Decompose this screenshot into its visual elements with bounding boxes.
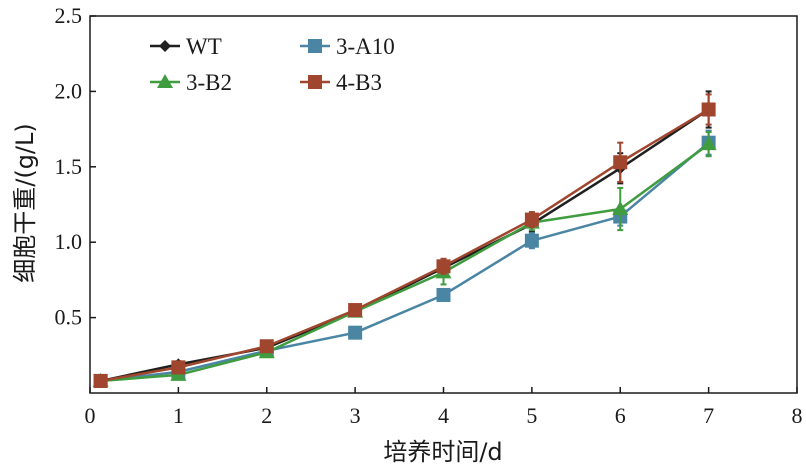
x-tick-label-5: 5 [526,403,537,428]
x-tick-label-6: 6 [615,403,626,428]
x-tick-label-0: 0 [85,403,96,428]
y-tick-label-2.0: 2.0 [55,78,83,103]
x-axis-title: 培养时间/d [383,438,502,466]
point-3-B2-6 [612,201,629,216]
y-tick-label-2.5: 2.5 [55,3,83,28]
point-3-B2-7 [700,136,717,151]
series-line-3-B2 [100,143,710,383]
point-3-A10-3 [348,325,363,340]
legend-label-WT: WT [186,34,222,59]
x-tick-label-8: 8 [792,403,803,428]
series-WT [94,90,715,387]
legend-item-4-B3: 4-B3 [300,70,382,95]
point-4-B3-7 [701,102,716,117]
series-line-WT [100,108,710,383]
axes: 0 1 2 3 4 5 6 7 8 0.5 1.0 1.5 2.0 2.5 [55,3,803,428]
y-tick-label-0.5: 0.5 [55,305,83,330]
point-4-B3-4 [436,259,451,274]
legend-label-3-A10: 3-A10 [336,34,395,59]
point-4-B3-6 [613,155,628,170]
point-4-B3-5 [524,212,539,227]
point-4-B3-3 [348,303,363,318]
x-tick-label-7: 7 [703,403,714,428]
point-4-B3-2 [259,339,274,354]
legend-label-4-B3: 4-B3 [336,70,382,95]
x-tick-label-3: 3 [350,403,361,428]
legend-item-3-B2: 3-B2 [150,70,232,95]
series-4-B3 [93,93,716,388]
y-tick-label-1.0: 1.0 [55,229,83,254]
legend-label-3-B2: 3-B2 [186,70,232,95]
series-line-3-A10 [100,141,710,383]
series-layer [92,90,717,388]
legend-marker-3-B2 [157,74,173,88]
x-tick-label-4: 4 [438,403,449,428]
legend-item-3-A10: 3-A10 [300,34,395,59]
series-line-4-B3 [100,108,710,383]
point-4-B3-1 [171,360,186,375]
point-4-B3-0 [93,373,108,388]
y-tick-label-1.5: 1.5 [55,154,83,179]
legend-marker-3-A10 [308,39,322,53]
x-tick-label-1: 1 [173,403,184,428]
legend-marker-WT [159,40,171,52]
point-3-A10-4 [436,287,451,302]
y-axis-title: 细胞干重/(g/L) [11,123,39,283]
legend: WT 3-A10 3-B2 4-B3 [150,34,395,95]
x-tick-label-2: 2 [261,403,272,428]
legend-item-WT: WT [150,34,222,59]
point-3-A10-5 [524,233,539,248]
legend-marker-4-B3 [308,75,322,89]
